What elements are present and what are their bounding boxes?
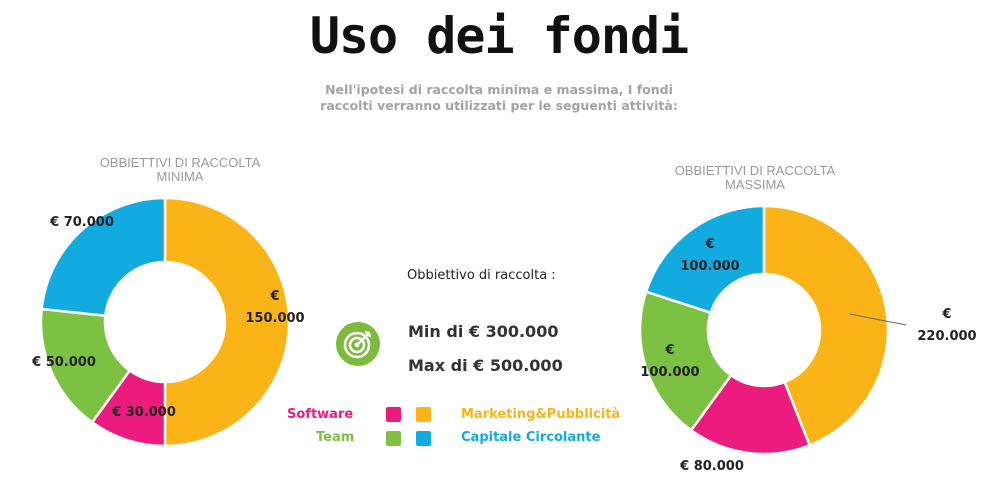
chart-max-title-line-1: OBBIETTIVI DI RACCOLTA	[674, 163, 836, 178]
legend-swatch-marketing	[416, 407, 431, 422]
chart-min-title-line-2: MINIMA	[156, 169, 204, 184]
donut-max-label-3: €100.000	[680, 237, 739, 274]
donut-min-label-1: € 30.000	[111, 405, 176, 420]
legend-swatch-capitale	[416, 431, 431, 446]
donut-max-slice-2	[638, 290, 733, 433]
donut-min-slice-0	[163, 196, 291, 448]
chart-min-title: OBBIETTIVI DI RACCOLTA MINIMA	[70, 156, 290, 184]
goal-min: Min di € 300.000	[408, 322, 559, 341]
page-subtitle: Nell'ipotesi di raccolta minima e massim…	[260, 82, 738, 114]
chart-max-title-line-2: MASSIMA	[725, 177, 785, 192]
chart-max-title: OBBIETTIVI DI RACCOLTA MASSIMA	[645, 164, 865, 192]
goal-heading: Obbiettivo di raccolta :	[407, 268, 556, 283]
subtitle-line-1: Nell'ipotesi di raccolta minima e massim…	[325, 82, 673, 97]
legend-swatch-software	[386, 407, 401, 422]
legend-label-marketing: Marketing&Pubblicità	[461, 407, 621, 422]
donut-max-label-1: € 80.000	[679, 459, 744, 474]
donut-min-slice-3	[40, 196, 167, 318]
donut-max-label-2: €100.000	[640, 343, 699, 380]
page-title: Uso dei fondi	[309, 7, 689, 65]
donut-max-leader-line	[849, 313, 907, 326]
donut-min-label-0: €150.000	[245, 289, 304, 326]
donut-min-label-2: € 50.000	[31, 355, 96, 370]
donut-max-slice-3	[644, 204, 766, 315]
legend-label-team: Team	[316, 430, 355, 445]
donut-max-label-0: €220.000	[917, 307, 976, 344]
legend-label-software: Software	[287, 407, 354, 422]
chart-min-title-line-1: OBBIETTIVI DI RACCOLTA	[99, 155, 261, 170]
legend-label-capitale: Capitale Circolante	[461, 430, 601, 445]
subtitle-line-2: raccolti verranno utilizzati per le segu…	[320, 98, 678, 113]
target-icon	[336, 322, 380, 366]
donut-max-slice-0	[762, 204, 890, 447]
legend-swatch-team	[386, 431, 401, 446]
goal-max: Max di € 500.000	[408, 356, 563, 375]
donut-min-label-3: € 70.000	[49, 215, 114, 230]
